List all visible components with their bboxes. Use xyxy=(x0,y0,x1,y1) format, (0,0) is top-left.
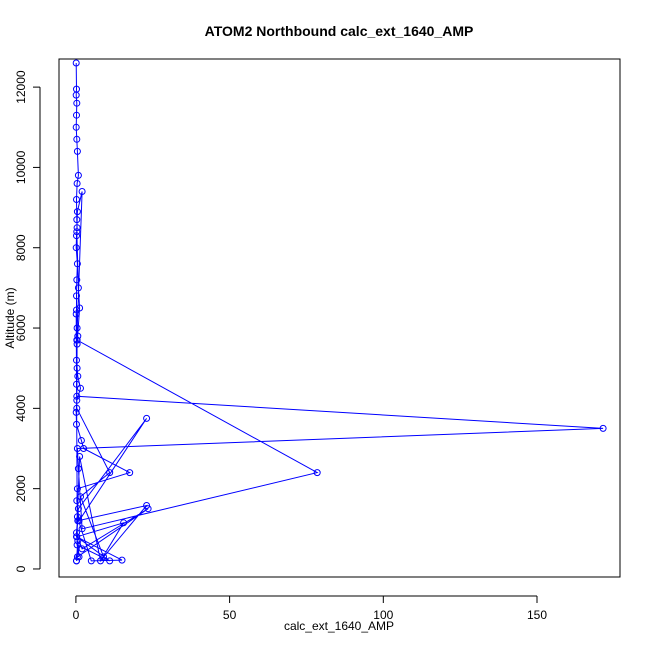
data-point xyxy=(73,135,81,143)
data-point xyxy=(74,465,82,473)
data-point xyxy=(144,505,152,513)
y-tick-label: 10000 xyxy=(14,150,28,184)
data-point xyxy=(73,196,80,203)
data-point xyxy=(73,228,81,236)
data-point xyxy=(73,497,81,505)
data-point xyxy=(74,537,82,545)
data-point xyxy=(74,332,82,340)
data-point xyxy=(72,123,80,131)
data-point xyxy=(74,517,82,525)
data-point xyxy=(73,336,81,344)
data-point xyxy=(73,147,81,155)
data-point xyxy=(120,519,128,527)
data-point xyxy=(73,396,81,404)
y-tick-label: 8000 xyxy=(14,234,28,261)
data-point xyxy=(73,292,80,300)
y-tick-label: 2000 xyxy=(14,475,28,502)
data-point xyxy=(73,541,81,549)
x-tick-label: 150 xyxy=(527,608,547,622)
x-axis: 0 50 100 150 xyxy=(73,595,547,622)
data-point xyxy=(76,304,84,312)
data-point xyxy=(74,284,82,292)
y-tick-label: 0 xyxy=(14,565,28,572)
data-point xyxy=(106,557,114,565)
data-point xyxy=(87,557,95,565)
data-point xyxy=(78,188,86,195)
data-point xyxy=(143,414,151,422)
y-axis-label: Altitude (m) xyxy=(3,287,17,348)
data-point xyxy=(73,208,81,216)
data-point xyxy=(73,224,81,232)
data-point xyxy=(74,171,82,179)
plot-box xyxy=(58,58,621,578)
data-point xyxy=(72,59,80,67)
data-point xyxy=(73,180,81,187)
data-point xyxy=(73,260,81,268)
data-point xyxy=(313,469,321,477)
y-tick-label: 4000 xyxy=(14,395,28,422)
data-point xyxy=(72,310,80,318)
data-point xyxy=(73,364,81,372)
data-point xyxy=(78,525,86,533)
data-point xyxy=(73,513,81,521)
data-point xyxy=(73,445,81,452)
data-point xyxy=(73,533,81,541)
data-point xyxy=(73,216,81,224)
data-point xyxy=(74,505,82,513)
data-point xyxy=(73,404,81,412)
data-point xyxy=(73,99,81,107)
series-points-group xyxy=(72,59,607,565)
data-point xyxy=(118,556,126,564)
data-point xyxy=(106,469,114,477)
data-point xyxy=(72,91,80,99)
data-point xyxy=(97,557,104,565)
data-point xyxy=(73,557,80,565)
data-point xyxy=(143,502,151,509)
x-axis-label: calc_ext_1640_AMP xyxy=(284,619,394,633)
data-point xyxy=(73,324,81,332)
x-tick-label: 0 xyxy=(73,608,80,622)
y-tick-label: 12000 xyxy=(14,70,28,104)
y-axis: 0 2000 4000 6000 8000 10000 12000 xyxy=(14,70,41,572)
data-point xyxy=(73,529,80,537)
data-point xyxy=(73,111,80,119)
data-point xyxy=(126,469,134,477)
data-point xyxy=(73,232,80,240)
data-point xyxy=(73,340,81,348)
data-point xyxy=(78,545,86,553)
data-point xyxy=(73,392,81,400)
chart-title: ATOM2 Northbound calc_ext_1640_AMP xyxy=(205,23,474,39)
series-line-group xyxy=(75,62,604,563)
data-point xyxy=(74,372,82,380)
data-point xyxy=(73,420,80,428)
data-point xyxy=(72,244,80,252)
data-point xyxy=(77,384,84,392)
x-tick-label: 100 xyxy=(373,608,393,622)
y-tick-label: 6000 xyxy=(14,314,28,341)
data-point xyxy=(73,380,80,388)
data-point xyxy=(73,356,80,364)
data-point xyxy=(73,276,81,284)
data-point xyxy=(76,453,84,460)
x-tick-label: 50 xyxy=(223,608,237,622)
data-point xyxy=(599,424,607,432)
series-line xyxy=(75,62,604,563)
data-point xyxy=(77,437,85,444)
data-point xyxy=(77,493,84,501)
data-point xyxy=(73,485,81,493)
data-point xyxy=(72,408,80,416)
